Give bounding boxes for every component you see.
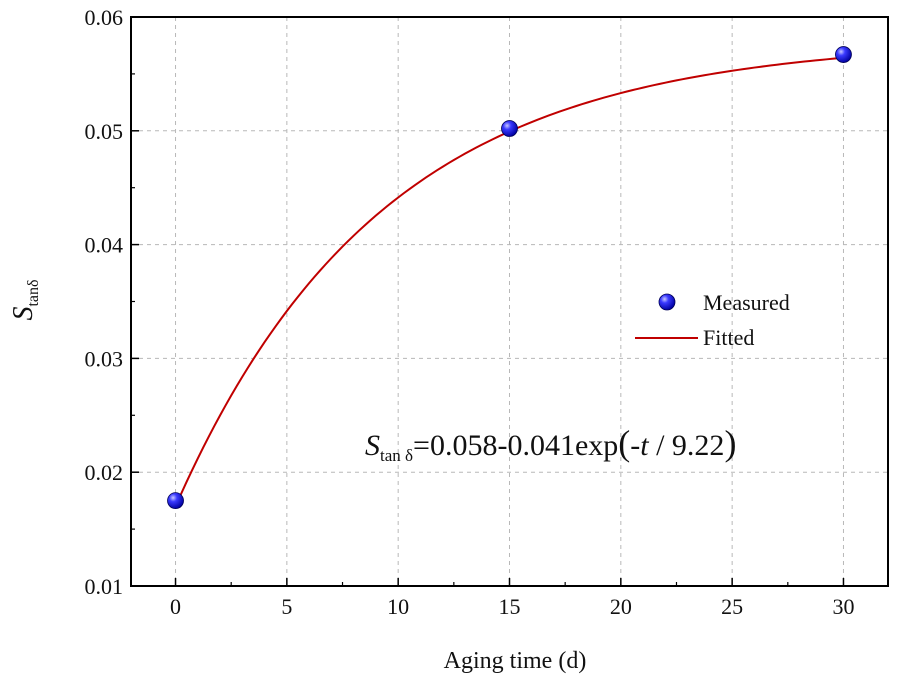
y-tick-label-5: 0.06 (85, 5, 124, 30)
legend: Measured Fitted (635, 290, 790, 350)
y-axis-title-sub: tanδ (25, 279, 42, 306)
x-axis-title: Aging time (d) (444, 648, 587, 674)
y-tick-label-2: 0.03 (85, 346, 124, 371)
measured-series (167, 46, 852, 510)
eq-close-paren: ) (724, 423, 736, 463)
legend-label-fitted: Fitted (703, 325, 754, 350)
y-axis-title: Stanδ (8, 279, 42, 320)
legend-marker-measured (658, 293, 676, 311)
axis-ticks: 0 5 10 15 20 25 30 0.01 0.02 0.03 0.04 0.05 0.06 (85, 5, 855, 619)
legend-label-measured: Measured (703, 290, 790, 315)
x-tick-label-4: 20 (610, 594, 632, 619)
y-axis-title-main: S (8, 307, 39, 321)
y-tick-label-0: 0.01 (85, 574, 124, 599)
eq-lhs-sub: tan δ (380, 446, 413, 465)
eq-minus-t: -t (630, 429, 649, 462)
y-tick-label-1: 0.02 (85, 460, 124, 485)
x-tick-label-3: 15 (499, 594, 521, 619)
fit-equation: Stan δ=0.058-0.041exp(-t / 9.22) (365, 423, 736, 465)
x-tick-label-2: 10 (387, 594, 409, 619)
x-tick-label-6: 30 (832, 594, 854, 619)
y-tick-label-4: 0.05 (85, 119, 124, 144)
eq-rhs-prefix: =0.058-0.041exp (413, 429, 618, 462)
measured-point-1 (501, 120, 518, 137)
x-tick-label-0: 0 (170, 594, 181, 619)
x-tick-label-5: 25 (721, 594, 743, 619)
eq-divisor: / 9.22 (649, 429, 725, 462)
measured-point-2 (835, 46, 852, 63)
x-tick-label-1: 5 (281, 594, 292, 619)
eq-lhs-main: S (365, 429, 380, 462)
measured-point-0 (167, 492, 184, 510)
y-tick-label-3: 0.04 (85, 233, 124, 258)
eq-open-paren: ( (618, 423, 630, 463)
